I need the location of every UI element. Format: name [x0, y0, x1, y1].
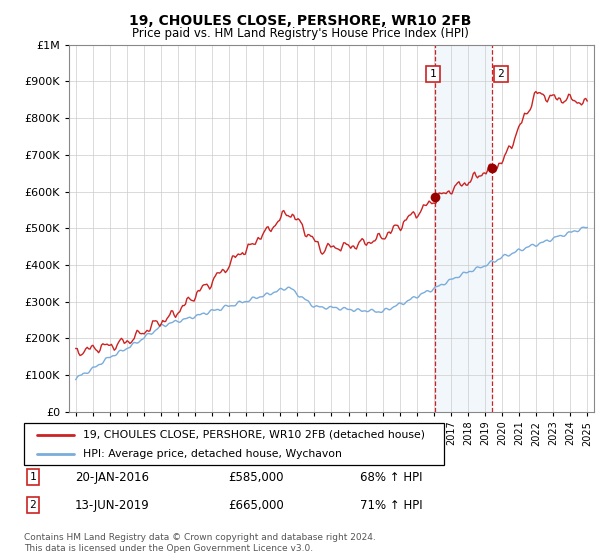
Text: £665,000: £665,000 — [228, 498, 284, 512]
Text: 1: 1 — [430, 69, 436, 79]
Bar — [434, 45, 493, 412]
Text: Contains HM Land Registry data © Crown copyright and database right 2024.
This d: Contains HM Land Registry data © Crown c… — [24, 533, 376, 553]
Text: HPI: Average price, detached house, Wychavon: HPI: Average price, detached house, Wych… — [83, 449, 341, 459]
Text: 2: 2 — [497, 69, 505, 79]
Text: 19, CHOULES CLOSE, PERSHORE, WR10 2FB (detached house): 19, CHOULES CLOSE, PERSHORE, WR10 2FB (d… — [83, 430, 425, 440]
Text: Price paid vs. HM Land Registry's House Price Index (HPI): Price paid vs. HM Land Registry's House … — [131, 27, 469, 40]
Text: 2: 2 — [29, 500, 37, 510]
Text: 19, CHOULES CLOSE, PERSHORE, WR10 2FB: 19, CHOULES CLOSE, PERSHORE, WR10 2FB — [129, 14, 471, 28]
Text: 71% ↑ HPI: 71% ↑ HPI — [360, 498, 422, 512]
Text: 68% ↑ HPI: 68% ↑ HPI — [360, 470, 422, 484]
Text: 1: 1 — [29, 472, 37, 482]
FancyBboxPatch shape — [24, 423, 444, 465]
Text: 13-JUN-2019: 13-JUN-2019 — [75, 498, 150, 512]
Text: £585,000: £585,000 — [228, 470, 284, 484]
Text: 20-JAN-2016: 20-JAN-2016 — [75, 470, 149, 484]
